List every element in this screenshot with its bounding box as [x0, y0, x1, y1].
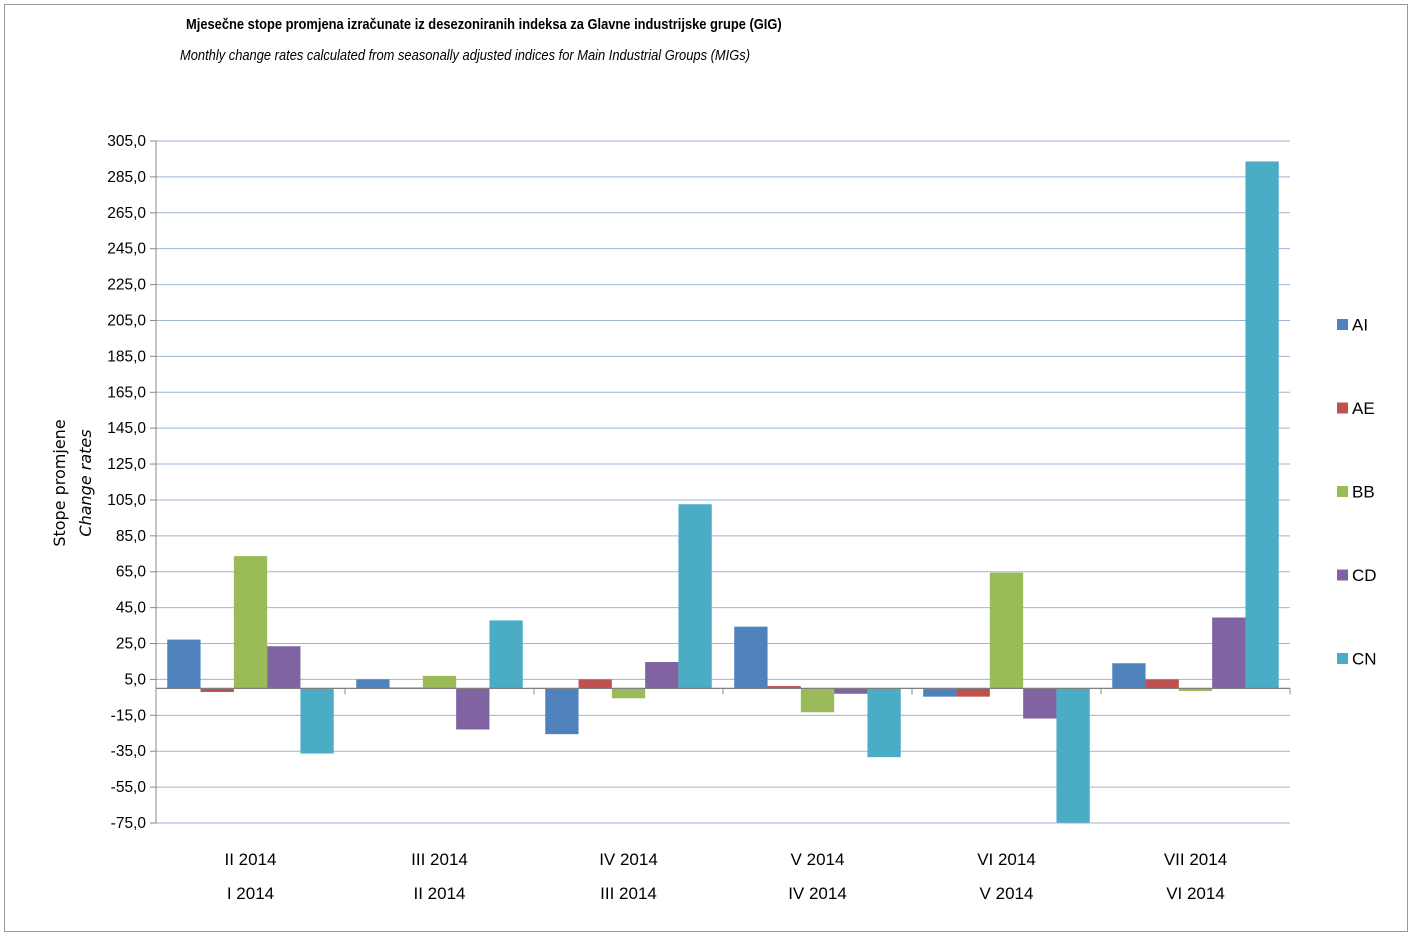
bar-ae-3 — [578, 679, 612, 689]
x-category-label: VI 2014 — [1166, 884, 1225, 903]
gridlines — [150, 140, 1290, 824]
legend-label: AE — [1352, 399, 1375, 418]
legend-swatch — [1337, 402, 1348, 414]
y-tick-label: 305,0 — [107, 133, 146, 150]
bar-cn-2 — [489, 620, 523, 689]
legend-item-ai: AI — [1337, 316, 1368, 335]
y-tick-label: 45,0 — [116, 600, 147, 617]
x-category-label: V 2014 — [980, 884, 1034, 903]
y-tick-label: 85,0 — [116, 528, 147, 545]
x-category-label: VII 2014 — [1164, 850, 1227, 869]
legend-swatch — [1337, 486, 1348, 497]
legend-item-cd: CD — [1337, 566, 1377, 585]
bar-cd-5 — [1023, 688, 1057, 719]
legend-label: CD — [1352, 566, 1377, 585]
bar-ai-4 — [734, 626, 768, 689]
bar-cn-3 — [678, 504, 712, 689]
bar-bb-1 — [233, 556, 268, 689]
bars — [167, 161, 1279, 823]
bar-bb-3 — [611, 688, 646, 699]
bar-ae-5 — [956, 688, 990, 697]
y-tick-label: -55,0 — [111, 779, 147, 796]
x-category-label: V 2014 — [791, 850, 845, 869]
bar-ai-1 — [167, 639, 201, 689]
y-tick-label: 145,0 — [107, 420, 146, 437]
y-tick-label: 25,0 — [116, 636, 147, 653]
y-tick-label: 285,0 — [107, 169, 146, 186]
x-category-label: VI 2014 — [977, 850, 1036, 869]
y-tick-label: 205,0 — [107, 312, 146, 329]
bar-cn-6 — [1245, 161, 1279, 689]
x-category-label: I 2014 — [227, 884, 274, 903]
legend-swatch — [1337, 319, 1348, 330]
bar-ae-4 — [767, 686, 801, 689]
bar-ae-6 — [1145, 679, 1179, 689]
x-category-label: IV 2014 — [599, 850, 658, 869]
y-tick-label: -35,0 — [111, 743, 147, 760]
x-category-label: II 2014 — [414, 884, 466, 903]
legend-item-bb: BB — [1337, 483, 1375, 502]
legend: AI AE BB CD CN — [1337, 316, 1377, 669]
bar-cd-4 — [834, 688, 868, 694]
chart-subtitle: Monthly change rates calculated from sea… — [180, 47, 751, 64]
bar-ai-3 — [545, 688, 579, 735]
y-tick-label: 245,0 — [107, 241, 146, 258]
legend-label: AI — [1352, 316, 1368, 335]
bar-ai-2 — [356, 679, 390, 689]
x-category-label: III 2014 — [600, 884, 657, 903]
x-category-label: III 2014 — [411, 850, 468, 869]
bar-cd-6 — [1212, 617, 1246, 689]
y-tick-label: 65,0 — [116, 564, 147, 581]
bar-ae-1 — [200, 688, 234, 692]
y-tick-label: 105,0 — [107, 492, 146, 509]
legend-item-ae: AE — [1337, 399, 1375, 418]
y-tick-label: 5,0 — [124, 671, 146, 688]
bar-cn-5 — [1056, 688, 1090, 823]
axes — [155, 141, 1291, 823]
bar-ai-5 — [923, 688, 957, 697]
bar-bb-4 — [800, 688, 835, 713]
chart-frame — [4, 4, 1408, 932]
bar-cn-1 — [300, 688, 334, 754]
y-tick-label: 165,0 — [107, 384, 146, 401]
y-tick-labels: 305,0 285,0 265,0 245,0 225,0 205,0 185,0 165,0… — [107, 133, 146, 832]
bar-ai-6 — [1112, 663, 1146, 689]
bar-cd-3 — [645, 662, 679, 689]
bar-cn-4 — [867, 688, 901, 758]
bar-cd-2 — [456, 688, 490, 730]
legend-label: BB — [1352, 483, 1375, 502]
y-tick-label: 125,0 — [107, 456, 146, 473]
y-tick-label: 185,0 — [107, 348, 146, 365]
y-axis-label-en: Change rates — [76, 429, 95, 536]
bar-bb-6 — [1178, 688, 1213, 692]
y-axis-label: Stope promjene — [50, 419, 69, 546]
legend-swatch — [1337, 569, 1348, 581]
y-tick-label: 225,0 — [107, 277, 146, 294]
bar-cd-1 — [267, 646, 301, 689]
bar-bb-5 — [989, 572, 1024, 689]
x-category-label: IV 2014 — [788, 884, 847, 903]
bar-bb-2 — [422, 675, 457, 689]
y-tick-label: -75,0 — [111, 815, 147, 832]
y-tick-label: 265,0 — [107, 205, 146, 222]
legend-swatch — [1337, 653, 1348, 664]
x-category-label: II 2014 — [225, 850, 277, 869]
chart-title: Mjesečne stope promjena izračunate iz de… — [186, 16, 782, 33]
y-tick-label: -15,0 — [111, 707, 147, 724]
legend-item-cn: CN — [1337, 650, 1377, 669]
legend-label: CN — [1352, 650, 1377, 669]
x-category-labels: II 2014 I 2014 III 2014 II 2014 IV 2014 III 2… — [225, 850, 1228, 903]
